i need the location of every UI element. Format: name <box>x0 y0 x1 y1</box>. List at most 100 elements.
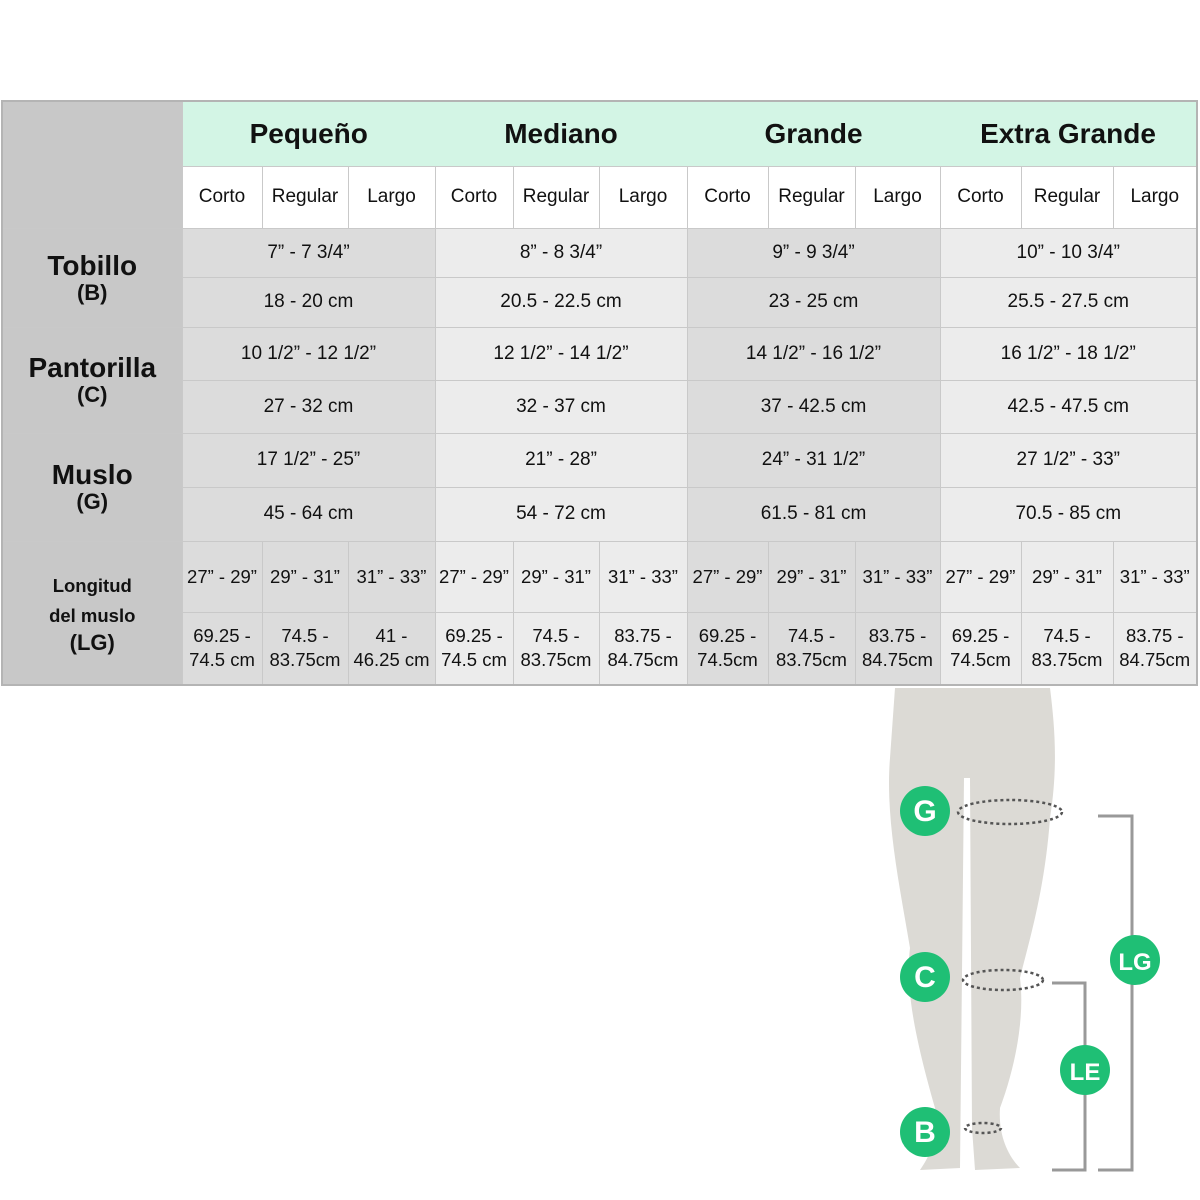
ankle-measure-ring <box>963 1121 1003 1135</box>
calf-measure-ring <box>961 968 1045 992</box>
cell: 74.5 -83.75cm <box>767 611 856 686</box>
cell: 32 - 37 cm <box>434 379 688 434</box>
cell-line: 69.25 - <box>698 625 757 647</box>
cell: 31” - 33” <box>854 540 941 613</box>
cell: 29” - 31” <box>261 540 349 613</box>
length-header: Regular <box>1020 165 1114 229</box>
cell: 21” - 28” <box>434 432 688 488</box>
marker-g-badge <box>900 786 950 836</box>
label-text: del muslo <box>49 604 136 626</box>
cell-line: 41 - <box>375 625 408 647</box>
cell: 27” - 29” <box>686 540 769 613</box>
cell-line: 83.75 - <box>614 625 672 647</box>
cell: 24” - 31 1/2” <box>686 432 941 488</box>
cell-line: 83.75 - <box>868 625 927 647</box>
length-header: Corto <box>181 165 263 229</box>
cell: 69.25 -74.5cm <box>686 611 769 686</box>
marker-b-badge <box>900 1107 950 1157</box>
label-code: (LG) <box>69 629 115 655</box>
row-label-pantorilla: Pantorilla (C) <box>1 326 183 434</box>
length-header: Largo <box>598 165 688 229</box>
cell: 69.25 -74.5cm <box>939 611 1022 686</box>
cell-line: 84.75cm <box>862 649 933 671</box>
cell-line: 83.75cm <box>520 649 592 671</box>
row-label-tobillo: Tobillo (B) <box>1 227 183 328</box>
cell: 27” - 29” <box>181 540 263 613</box>
cell: 74.5 -83.75cm <box>1020 611 1114 686</box>
cell: 27” - 29” <box>434 540 514 613</box>
cell: 83.75 -84.75cm <box>598 611 688 686</box>
label-text: Muslo <box>51 459 133 490</box>
thigh-measure-ring <box>956 798 1064 826</box>
cell-line: 74.5 - <box>1043 625 1091 647</box>
lg-bracket <box>1098 814 1134 1172</box>
cell-line: 83.75cm <box>1031 649 1103 671</box>
cell: 27” - 29” <box>939 540 1022 613</box>
cell: 27 1/2” - 33” <box>939 432 1198 488</box>
cell: 29” - 31” <box>512 540 600 613</box>
label-code: (G) <box>76 489 109 514</box>
length-header: Regular <box>512 165 600 229</box>
marker-label: C <box>914 961 936 994</box>
length-header: Largo <box>1112 165 1198 229</box>
cell-line: 84.75cm <box>1119 649 1191 671</box>
cell-line: 74.5 cm <box>189 649 255 671</box>
cell: 70.5 - 85 cm <box>939 486 1198 542</box>
length-header: Regular <box>261 165 349 229</box>
marker-label: LG <box>1118 949 1151 976</box>
cell: 31” - 33” <box>347 540 436 613</box>
cell: 8” - 8 3/4” <box>434 227 688 278</box>
cell: 45 - 64 cm <box>181 486 436 542</box>
cell: 61.5 - 81 cm <box>686 486 941 542</box>
cell: 83.75 -84.75cm <box>854 611 941 686</box>
cell: 27 - 32 cm <box>181 379 436 434</box>
cell: 31” - 33” <box>598 540 688 613</box>
label-text: Longitud <box>52 574 132 596</box>
length-header: Corto <box>434 165 514 229</box>
cell: 74.5 -83.75cm <box>261 611 349 686</box>
length-header: Regular <box>767 165 856 229</box>
cell-line: 74.5 - <box>787 625 836 647</box>
cell: 18 - 20 cm <box>181 276 436 328</box>
cell: 14 1/2” - 16 1/2” <box>686 326 941 381</box>
cell-line: 83.75cm <box>269 649 341 671</box>
cell: 42.5 - 47.5 cm <box>939 379 1198 434</box>
row-label-muslo: Muslo (G) <box>1 432 183 542</box>
cell: 54 - 72 cm <box>434 486 688 542</box>
cell-line: 83.75cm <box>776 649 847 671</box>
size-header-pequeno: Pequeño <box>182 101 435 166</box>
cell-line: 74.5 - <box>532 625 580 647</box>
label-code: (B) <box>76 279 108 305</box>
length-header: Largo <box>347 165 436 229</box>
cell: 10” - 10 3/4” <box>939 227 1198 278</box>
cell: 29” - 31” <box>767 540 856 613</box>
leg-measurement-diagram: G C B LG LE <box>889 688 1160 1172</box>
cell: 83.75 -84.75cm <box>1112 611 1198 686</box>
size-chart-table: Pequeño Mediano Grande Extra Grande Cort… <box>1 100 1198 686</box>
cell-line: 74.5 - <box>281 625 329 647</box>
size-header-extra-grande: Extra Grande <box>940 101 1197 166</box>
cell-line: 74.5cm <box>697 649 758 671</box>
cell: 23 - 25 cm <box>686 276 941 328</box>
size-header-grande: Grande <box>687 101 940 166</box>
cell: 10 1/2” - 12 1/2” <box>181 326 436 381</box>
marker-label: LE <box>1070 1059 1101 1086</box>
cell: 16 1/2” - 18 1/2” <box>939 326 1198 381</box>
cell: 7” - 7 3/4” <box>181 227 436 278</box>
cell: 20.5 - 22.5 cm <box>434 276 688 328</box>
cell: 25.5 - 27.5 cm <box>939 276 1198 328</box>
length-header: Largo <box>854 165 941 229</box>
cell: 29” - 31” <box>1020 540 1114 613</box>
cell-line: 69.25 - <box>193 625 251 647</box>
marker-le-badge <box>1060 1045 1110 1095</box>
cell: 37 - 42.5 cm <box>686 379 941 434</box>
legs-silhouette <box>889 688 1055 1170</box>
label-text: Pantorilla <box>28 352 157 383</box>
cell: 12 1/2” - 14 1/2” <box>434 326 688 381</box>
length-header: Corto <box>939 165 1022 229</box>
cell-line: 69.25 - <box>445 625 503 647</box>
cell-line: 46.25 cm <box>353 649 430 671</box>
row-label-longitud: Longitud del muslo (LG) <box>1 540 183 686</box>
cell: 9” - 9 3/4” <box>686 227 941 278</box>
cell: 31” - 33” <box>1112 540 1198 613</box>
